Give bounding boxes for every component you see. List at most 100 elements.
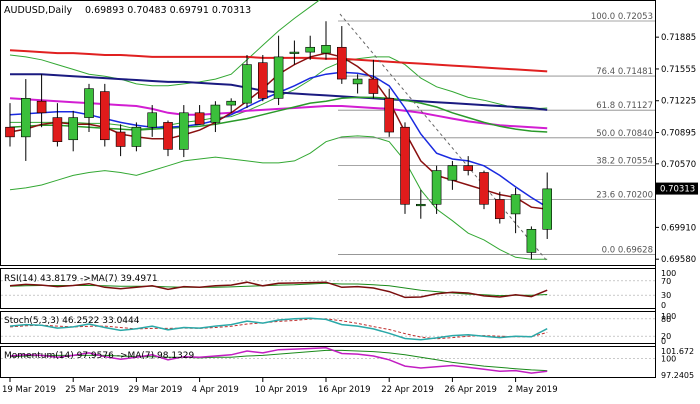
rsi-line [9, 281, 548, 299]
axis-tick-label: 100 [661, 312, 676, 321]
symbol-label: AUDUSD,Daily [4, 5, 73, 16]
candle-bullish [526, 226, 537, 260]
candle-bearish [368, 59, 379, 99]
candle-body [510, 194, 521, 215]
candle-bearish [52, 103, 63, 147]
candle-body [52, 117, 63, 142]
candle-body [84, 88, 94, 118]
date-tick-label: 19 Mar 2019 [2, 385, 56, 395]
fib-label: 38.2 0.70554 [596, 156, 653, 166]
candle-bullish [431, 165, 442, 214]
rsi-label: RSI(14) 43.8179 ->MA(7) 39.4971 [4, 274, 158, 284]
candle-bullish [305, 35, 316, 60]
candle-bullish [242, 54, 252, 108]
candle-body [5, 126, 15, 138]
price-tick-label: 0.70895 [661, 129, 696, 139]
candle-body [305, 46, 316, 53]
candle-body [242, 64, 252, 104]
last-price-label: 0.70313 [660, 185, 695, 195]
axis-tick-label: 101.672 [661, 347, 694, 356]
candle-bearish [163, 120, 173, 157]
candle-body [463, 165, 474, 171]
candle-bearish [100, 83, 110, 147]
candle-bearish [494, 191, 505, 224]
candle-body [542, 188, 553, 230]
price-tick-label: 0.71885 [661, 33, 696, 43]
candle-bearish [479, 170, 489, 210]
date-tick-label: 22 Apr 2019 [381, 385, 434, 395]
candle-body [179, 112, 189, 150]
candle-body [384, 98, 395, 133]
axis-tick-label: 100 [661, 269, 676, 278]
momentum-label: Momentum(14) 97.9576 ->MA(7) 98.1329 [4, 351, 195, 361]
candle-body [163, 122, 173, 150]
axis-tick-label: 80 [661, 315, 671, 324]
fib-label: 61.8 0.71127 [596, 101, 653, 111]
candle-body [226, 100, 236, 106]
candle-body [368, 78, 379, 94]
candle-bearish [194, 105, 205, 125]
axis-tick-label: 100 [661, 355, 676, 364]
date-tick-label: 10 Apr 2019 [255, 385, 308, 395]
bollinger-upper-line [9, 0, 321, 87]
candle-body [352, 78, 363, 85]
candle-body [431, 170, 442, 205]
candle-body [400, 126, 410, 205]
momentum-line [9, 347, 548, 374]
candle-bearish [257, 54, 268, 102]
axis-tick-label: 97.2405 [661, 371, 694, 380]
candle-bullish [510, 187, 521, 234]
ohlc-readout: 0.69893 0.70483 0.69791 0.70313 [85, 5, 251, 16]
fib-label: 100.0 0.72053 [591, 12, 653, 22]
date-tick-label: 25 Mar 2019 [65, 385, 119, 395]
candle-bullish [147, 105, 157, 137]
candle-bullish [447, 160, 458, 190]
date-tick-label: 16 Apr 2019 [318, 385, 371, 395]
candle-body [68, 117, 78, 141]
stoch-k-line [9, 317, 548, 341]
price-axis: 0.71885 0.71555 0.71225 0.70895 0.70570 0.699… [655, 33, 696, 265]
last-price-marker: 0.70313 [656, 182, 698, 195]
candle-bullish [289, 40, 300, 65]
candle-bullish [226, 98, 236, 113]
price-tick-label: 0.69580 [661, 255, 696, 265]
fib-label: 23.6 0.70200 [596, 190, 653, 200]
candle-bullish [542, 172, 553, 239]
candle-body [257, 62, 268, 99]
candle-bullish [179, 105, 189, 158]
candle-body [36, 100, 47, 114]
candle-bullish [321, 21, 331, 60]
last-price-box [656, 182, 698, 195]
candle-body [321, 45, 331, 54]
candle-body [210, 104, 221, 123]
candle-body [479, 172, 489, 205]
candle-body [526, 229, 537, 253]
candle-body [115, 131, 126, 147]
date-tick-label: 2 May 2019 [508, 385, 558, 395]
axis-tick-label: 0 [661, 301, 666, 310]
price-tick-label: 0.69910 [661, 223, 696, 233]
price-tick-label: 0.71555 [661, 65, 696, 75]
candle-body [289, 51, 300, 54]
candle-body [336, 46, 347, 80]
candle-body [447, 165, 458, 181]
price-tick-label: 0.71225 [661, 97, 696, 107]
stoch-label: Stoch(5,3,3) 46.2522 33.0444 [4, 316, 140, 326]
candle-body [494, 199, 505, 220]
candle-body [100, 91, 110, 141]
fibonacci-levels: 100.0 0.72053 76.4 0.71481 61.8 0.71127 50.… [338, 12, 655, 256]
candle-bearish [400, 122, 410, 214]
ma-green-line [9, 96, 548, 133]
candle-bullish [131, 122, 142, 152]
fib-label: 76.4 0.71481 [596, 67, 653, 77]
candle-bearish [384, 88, 395, 137]
candle-body [415, 203, 426, 207]
date-axis: 19 Mar 2019 25 Mar 2019 29 Mar 2019 4 Apr 2… [2, 378, 558, 395]
axis-tick-label: 70 [661, 277, 671, 286]
date-tick-label: 29 Mar 2019 [128, 385, 182, 395]
axis-tick-label: 20 [661, 332, 671, 341]
candle-bullish [352, 74, 363, 94]
